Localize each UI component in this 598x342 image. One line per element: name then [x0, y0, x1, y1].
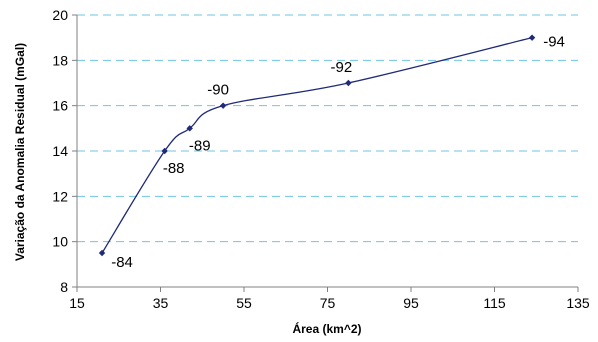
- x-tick-label-95: 95: [403, 295, 419, 311]
- x-tick-label-35: 35: [153, 295, 169, 311]
- y-tick-label-14: 14: [52, 143, 68, 159]
- x-tick-label-15: 15: [69, 295, 85, 311]
- x-tick-label-115: 115: [483, 295, 506, 311]
- y-tick-label-12: 12: [52, 188, 68, 204]
- x-tick-label-75: 75: [320, 295, 336, 311]
- data-label: -84: [111, 254, 133, 271]
- data-label: -92: [331, 59, 353, 76]
- data-point-marker: [219, 102, 227, 109]
- y-tick-label-20: 20: [52, 7, 68, 23]
- data-point-marker: [186, 125, 193, 132]
- data-label: -89: [189, 137, 211, 154]
- data-label: -88: [163, 160, 185, 177]
- series-line: [101, 37, 533, 254]
- y-tick-labels: 8 10 12 14 16 18 20: [52, 7, 68, 295]
- data-label: -94: [543, 34, 565, 51]
- data-label: -90: [207, 82, 229, 99]
- series: [98, 34, 536, 257]
- data-point-marker: [528, 34, 536, 41]
- data-labels: -84 -88-89 -90 -92 -94: [111, 34, 565, 271]
- y-tick-label-16: 16: [52, 98, 68, 114]
- y-tick-label-10: 10: [52, 234, 68, 250]
- data-point-marker: [98, 249, 106, 257]
- axes: [72, 14, 579, 292]
- y-axis-title: Variação da Anomalia Residual (mGal): [13, 43, 27, 261]
- x-tick-label-55: 55: [236, 295, 252, 311]
- data-point-marker: [345, 79, 352, 87]
- x-axis-title: Área (km^2): [292, 321, 361, 336]
- y-tick-label-18: 18: [52, 52, 68, 68]
- x-tick-label-135: 135: [566, 295, 590, 311]
- y-tick-label-8: 8: [60, 279, 68, 295]
- x-tick-labels: 15 35 55 75 95 115 135: [69, 295, 590, 311]
- data-point-marker: [161, 147, 168, 155]
- gridlines: [77, 14, 578, 243]
